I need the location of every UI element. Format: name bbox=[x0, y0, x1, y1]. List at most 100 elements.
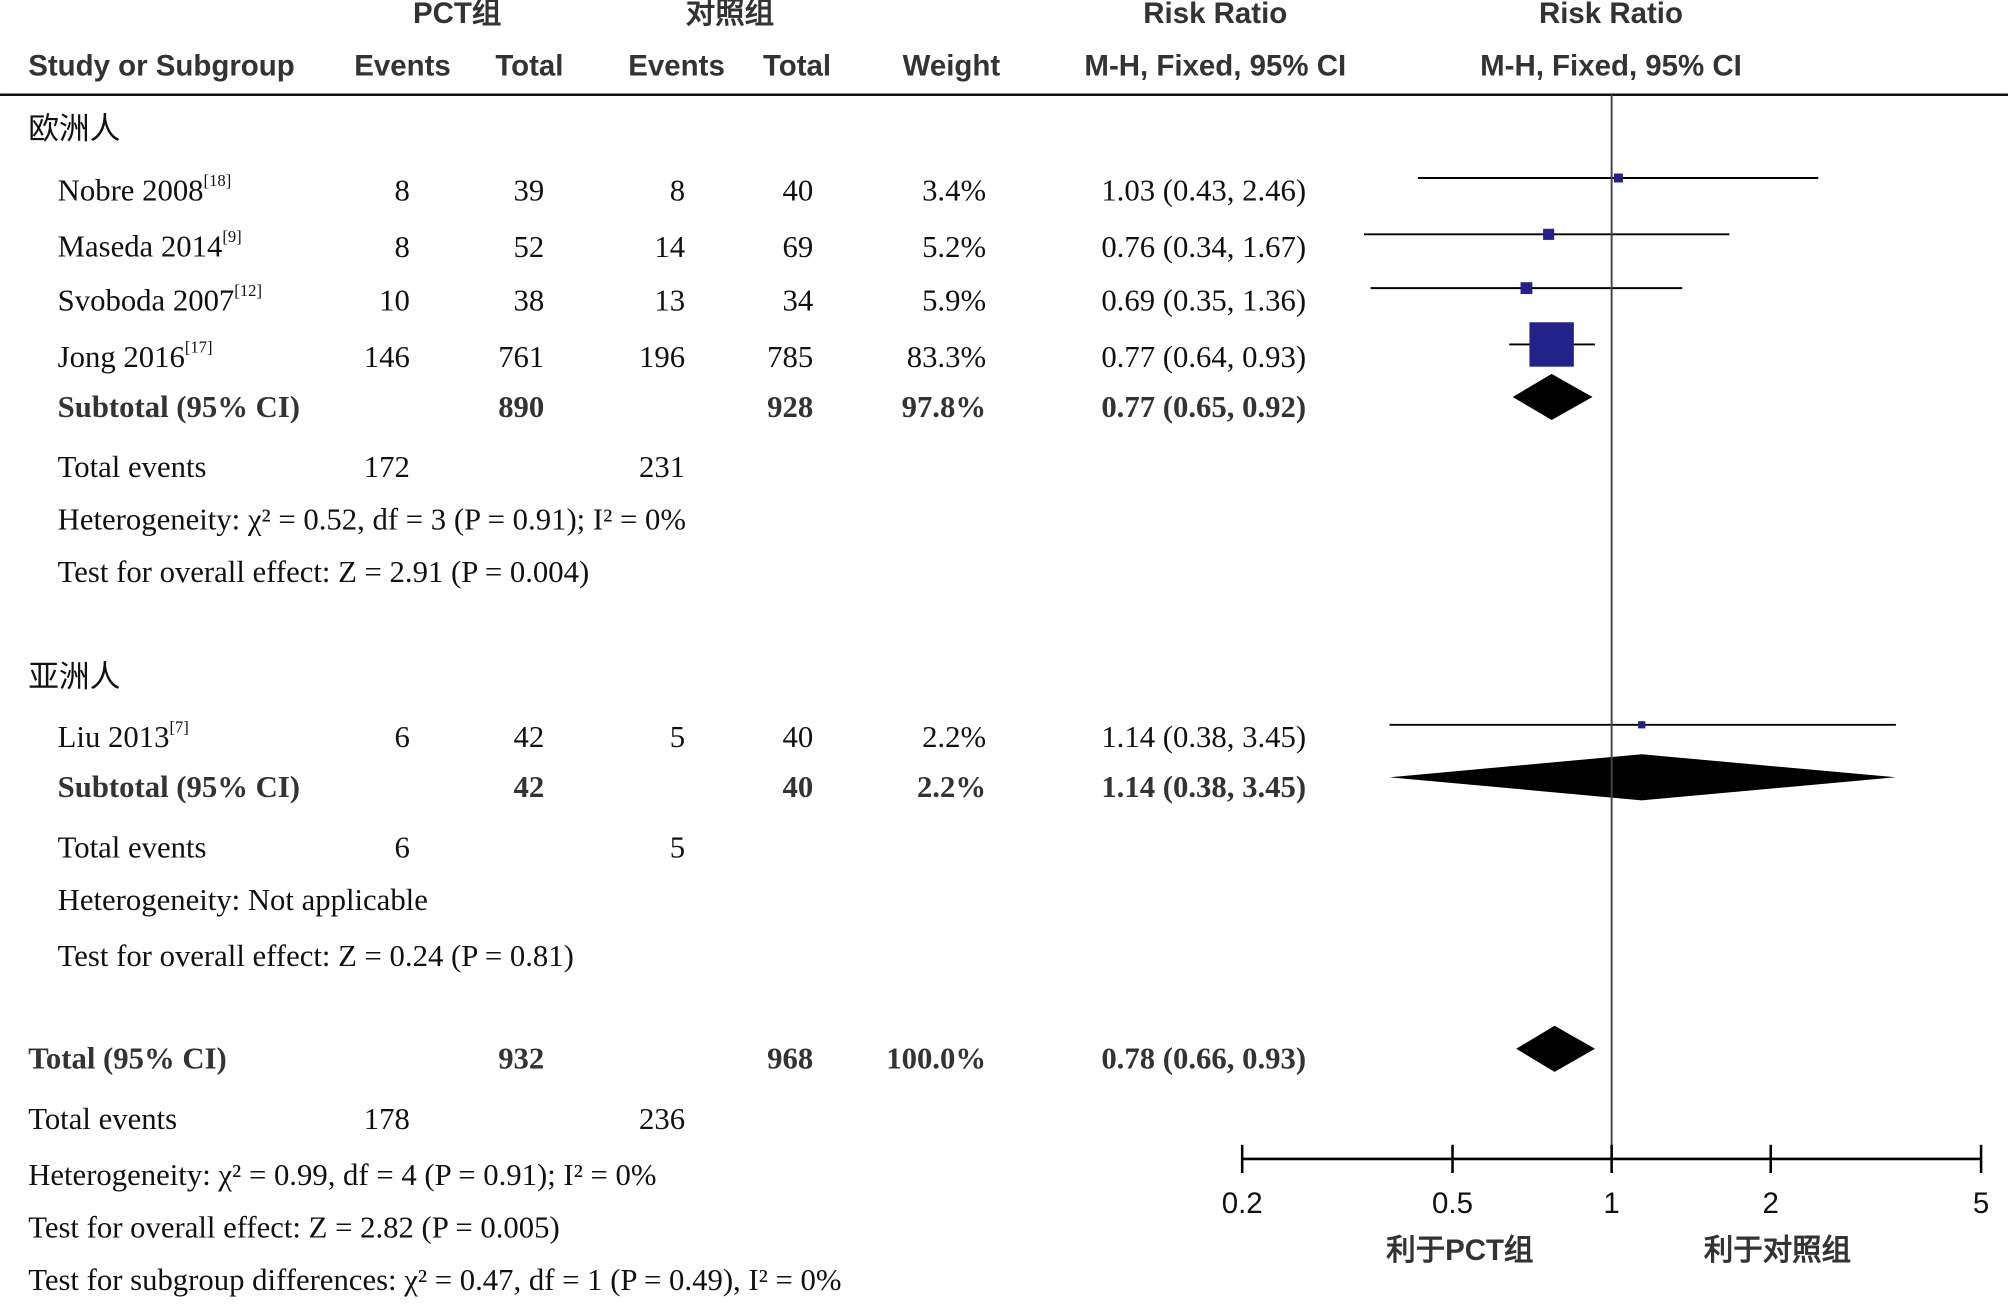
cell-events2: 14 bbox=[654, 230, 685, 264]
weight-square bbox=[1529, 322, 1574, 367]
column-header: Events bbox=[354, 50, 451, 83]
column-header: Events bbox=[628, 50, 725, 83]
weight: 3.4% bbox=[922, 173, 986, 207]
cell-total1: 39 bbox=[514, 173, 545, 207]
risk-ratio-ci: 0.77 (0.65, 0.92) bbox=[1101, 390, 1306, 424]
weight: 100.0% bbox=[886, 1042, 986, 1076]
weight-square bbox=[1638, 721, 1646, 729]
risk-ratio-ci: 1.14 (0.38, 3.45) bbox=[1101, 770, 1306, 804]
summary-diamond bbox=[1389, 754, 1896, 801]
weight-square bbox=[1520, 282, 1533, 295]
cell-total2: 968 bbox=[767, 1042, 813, 1076]
study-label: Maseda 2014 bbox=[58, 230, 223, 264]
reference: [18] bbox=[204, 171, 232, 190]
heterogeneity: Heterogeneity: χ² = 0.52, df = 3 (P = 0.… bbox=[58, 503, 686, 537]
study-label: Liu 2013 bbox=[58, 720, 170, 754]
subgroup-name: 欧洲人 bbox=[28, 112, 120, 146]
x-tick-label: 5 bbox=[1973, 1187, 1989, 1220]
cell-total2: 40 bbox=[782, 173, 813, 207]
cell-events2: 196 bbox=[639, 340, 685, 374]
reference: [9] bbox=[222, 227, 241, 246]
cell-total2: 928 bbox=[767, 390, 813, 424]
weight: 5.2% bbox=[922, 230, 986, 264]
cell-total2: 69 bbox=[782, 230, 813, 264]
study-name: Liu 2013[7] bbox=[58, 717, 189, 754]
total-events: 5 bbox=[670, 830, 685, 864]
x-tick-label: 0.2 bbox=[1222, 1187, 1263, 1220]
column-header: Weight bbox=[903, 50, 1001, 83]
cell-events2: 13 bbox=[654, 284, 685, 318]
study-label: Nobre 2008 bbox=[58, 173, 204, 207]
cell-total1: 42 bbox=[514, 720, 545, 754]
study-label: Jong 2016 bbox=[58, 340, 185, 374]
cell-total1: 52 bbox=[514, 230, 545, 264]
cell-events1: 6 bbox=[394, 720, 409, 754]
weight: 83.3% bbox=[907, 340, 986, 374]
study-name: Nobre 2008[18] bbox=[58, 171, 232, 208]
total-events: 231 bbox=[639, 450, 685, 484]
x-tick-label: 2 bbox=[1763, 1187, 1779, 1220]
column-header: Total bbox=[495, 50, 563, 83]
study-name: Maseda 2014[9] bbox=[58, 227, 242, 264]
weight: 97.8% bbox=[902, 390, 986, 424]
weight-square bbox=[1543, 228, 1555, 240]
column-header: Risk Ratio bbox=[1143, 0, 1287, 30]
cell-total1: 38 bbox=[514, 284, 545, 318]
group-header: PCT组 bbox=[413, 0, 501, 30]
overall-effect: Test for overall effect: Z = 0.24 (P = 0… bbox=[58, 939, 574, 973]
column-header: Study or Subgroup bbox=[28, 50, 295, 83]
column-header: M-H, Fixed, 95% CI bbox=[1084, 50, 1346, 83]
cell-events1: 8 bbox=[394, 173, 409, 207]
x-tick-label: 1 bbox=[1603, 1187, 1619, 1220]
risk-ratio-ci: 1.03 (0.43, 2.46) bbox=[1101, 173, 1306, 207]
subgroup-name: 亚洲人 bbox=[28, 660, 120, 694]
risk-ratio-ci: 0.77 (0.64, 0.93) bbox=[1101, 340, 1306, 374]
weight-square bbox=[1613, 173, 1623, 183]
overall-effect: Test for overall effect: Z = 2.91 (P = 0… bbox=[58, 555, 590, 589]
study-name: Subtotal (95% CI) bbox=[58, 390, 300, 424]
cell-events2: 8 bbox=[670, 173, 685, 207]
cell-events1: 10 bbox=[379, 284, 410, 318]
cell-total2: 34 bbox=[782, 284, 813, 318]
cell-events1: 146 bbox=[364, 340, 410, 374]
favors-label: 利于PCT组 bbox=[1386, 1233, 1533, 1267]
column-header: Total bbox=[763, 50, 831, 83]
weight: 2.2% bbox=[917, 770, 986, 804]
summary-diamond bbox=[1512, 373, 1593, 421]
cell-total2: 40 bbox=[782, 720, 813, 754]
heterogeneity: Heterogeneity: χ² = 0.99, df = 4 (P = 0.… bbox=[28, 1158, 656, 1192]
risk-ratio-ci: 0.78 (0.66, 0.93) bbox=[1101, 1042, 1306, 1076]
total-events-label: Total events bbox=[58, 450, 207, 484]
cell-events2: 5 bbox=[670, 720, 685, 754]
risk-ratio-ci: 0.76 (0.34, 1.67) bbox=[1101, 230, 1306, 264]
favors-label: 利于对照组 bbox=[1704, 1233, 1851, 1267]
study-name: Jong 2016[17] bbox=[58, 337, 213, 374]
cell-total2: 40 bbox=[782, 770, 813, 804]
reference: [12] bbox=[234, 281, 262, 300]
group-header: 对照组 bbox=[686, 0, 774, 30]
cell-total1: 932 bbox=[498, 1042, 544, 1076]
cell-total1: 761 bbox=[498, 340, 544, 374]
study-name: Subtotal (95% CI) bbox=[58, 770, 300, 804]
overall-effect: Test for overall effect: Z = 2.82 (P = 0… bbox=[28, 1211, 560, 1245]
heterogeneity: Heterogeneity: Not applicable bbox=[58, 883, 428, 917]
column-header: M-H, Fixed, 95% CI bbox=[1480, 50, 1742, 83]
total-events-label: Total events bbox=[58, 830, 207, 864]
study-name: Svoboda 2007[12] bbox=[58, 281, 262, 318]
reference: [7] bbox=[169, 717, 188, 736]
total-events-label: Total events bbox=[28, 1102, 177, 1136]
study-name: Total (95% CI) bbox=[28, 1042, 227, 1076]
risk-ratio-ci: 1.14 (0.38, 3.45) bbox=[1101, 720, 1306, 754]
x-tick-label: 0.5 bbox=[1432, 1187, 1473, 1220]
total-events: 236 bbox=[639, 1102, 685, 1136]
cell-total2: 785 bbox=[767, 340, 813, 374]
total-events: 178 bbox=[364, 1102, 410, 1136]
total-events: 6 bbox=[394, 830, 409, 864]
cell-total1: 890 bbox=[498, 390, 544, 424]
cell-events1: 8 bbox=[394, 230, 409, 264]
risk-ratio-ci: 0.69 (0.35, 1.36) bbox=[1101, 284, 1306, 318]
study-label: Svoboda 2007 bbox=[58, 284, 235, 318]
weight: 2.2% bbox=[922, 720, 986, 754]
